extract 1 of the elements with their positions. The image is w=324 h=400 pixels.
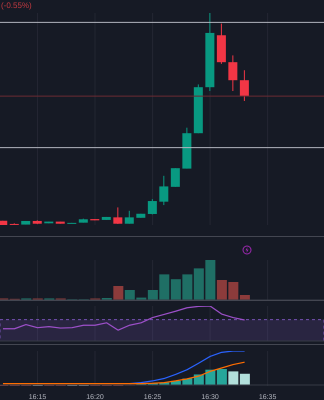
text: (-0.55%)	[1, 1, 32, 10]
